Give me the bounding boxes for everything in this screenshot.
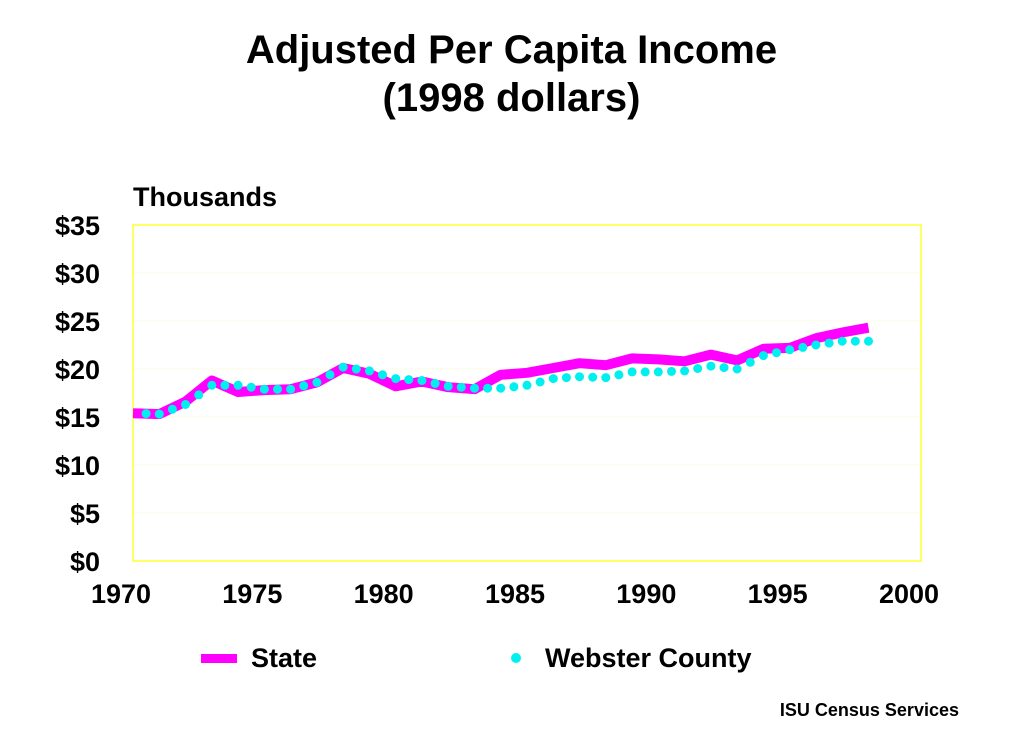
series-point-webster-county <box>259 384 269 394</box>
y-tick-label: $10 <box>55 451 100 481</box>
series-point-webster-county <box>732 364 742 374</box>
series-point-webster-county <box>430 378 440 388</box>
series-point-webster-county <box>364 366 374 376</box>
legend-swatch-webster-county <box>511 653 521 663</box>
legend-swatch-state <box>201 653 237 663</box>
series-point-webster-county <box>640 367 650 377</box>
legend-label-state: State <box>251 642 318 673</box>
series-point-webster-county <box>181 400 190 409</box>
series-point-webster-county <box>719 363 729 373</box>
series-point-webster-county <box>470 383 479 393</box>
series-point-webster-county <box>286 384 296 394</box>
series-point-webster-county <box>509 382 519 392</box>
series-point-webster-county <box>246 382 256 392</box>
series-point-webster-county <box>233 380 243 390</box>
series-point-webster-county <box>456 382 466 392</box>
x-tick-label: 1975 <box>222 579 282 609</box>
series-point-webster-county <box>194 390 204 400</box>
series-point-webster-county <box>601 373 611 383</box>
series-point-webster-county <box>273 384 282 394</box>
series-point-webster-county <box>548 374 558 384</box>
series-point-webster-county <box>627 367 637 377</box>
series-point-webster-county <box>667 366 676 376</box>
y-axis-units-label: Thousands <box>133 182 278 212</box>
series-point-webster-county <box>561 373 571 383</box>
y-tick-label: $15 <box>55 403 100 433</box>
series-point-webster-county <box>745 357 755 367</box>
series-point-webster-county <box>535 377 545 387</box>
plot-area-border <box>132 224 922 562</box>
series-point-webster-county <box>798 342 808 352</box>
series-point-webster-county <box>864 336 873 346</box>
chart-title-line-2: (1998 dollars) <box>382 76 641 120</box>
series-point-webster-county <box>483 383 493 393</box>
series-point-webster-county <box>154 409 164 419</box>
series-point-webster-county <box>785 345 795 355</box>
legend-item-state: State <box>201 640 317 676</box>
series-point-webster-county <box>338 362 348 372</box>
series-point-webster-county <box>220 380 230 390</box>
series-point-webster-county <box>575 372 584 382</box>
chart-title-line-1: Adjusted Per Capita Income <box>245 28 778 72</box>
x-tick-label: 1970 <box>91 579 151 609</box>
series-point-webster-county <box>824 338 834 348</box>
source-credit: ISU Census Services <box>779 700 959 720</box>
series-point-webster-county <box>391 374 401 384</box>
series-point-webster-county <box>299 381 309 391</box>
x-tick-label: 1980 <box>354 579 414 609</box>
series-line-state <box>132 322 870 420</box>
series-point-webster-county <box>312 377 322 387</box>
series-point-webster-county <box>522 380 532 390</box>
series-point-webster-county <box>207 380 217 390</box>
y-tick-label: $30 <box>55 259 100 289</box>
x-tick-label: 1990 <box>616 579 676 609</box>
y-tick-label: $25 <box>55 307 100 337</box>
series-point-webster-county <box>680 366 690 376</box>
series-point-webster-county <box>772 348 781 358</box>
series-point-webster-county <box>850 336 860 346</box>
y-tick-label: $5 <box>70 499 100 529</box>
series-point-webster-county <box>496 383 506 393</box>
series-point-webster-county <box>614 370 624 380</box>
x-tick-label: 1985 <box>485 579 545 609</box>
series-point-webster-county <box>758 351 768 361</box>
series-point-webster-county <box>706 361 716 371</box>
series-point-webster-county <box>167 404 177 414</box>
chart-title: Adjusted Per Capita Income (1998 dollars… <box>0 26 1023 122</box>
series-point-webster-county <box>588 372 598 382</box>
x-tick-label: 1995 <box>748 579 808 609</box>
series-point-webster-county <box>351 364 361 374</box>
series-point-webster-county <box>811 340 821 350</box>
x-tick-label: 2000 <box>879 579 939 609</box>
series-point-webster-county <box>653 367 663 377</box>
series-point-webster-county <box>417 376 427 385</box>
y-tick-label: $0 <box>70 547 100 577</box>
legend-label-webster-county: Webster County <box>545 642 752 673</box>
series-point-webster-county <box>443 381 453 391</box>
series-point-webster-county <box>693 364 703 373</box>
series-point-webster-county <box>141 409 151 419</box>
series-point-webster-county <box>325 370 335 380</box>
series-point-webster-county <box>378 370 387 380</box>
y-tick-label: $35 <box>55 211 100 241</box>
series-point-webster-county <box>404 375 414 385</box>
series-point-webster-county <box>837 336 847 346</box>
y-tick-label: $20 <box>55 355 100 385</box>
legend-item-webster-county: Webster County <box>511 640 752 676</box>
